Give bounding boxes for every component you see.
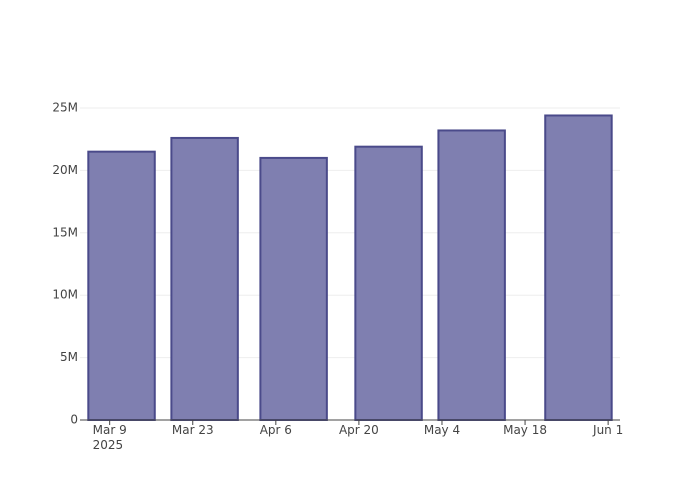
x-tick-label: May 4 — [423, 423, 461, 437]
x-tick-label: May 18 — [503, 423, 547, 437]
y-tick-label: 0 — [70, 413, 78, 427]
bar — [87, 150, 156, 421]
y-tick-label: 10M — [52, 288, 78, 302]
x-tick-label: Jun 1 — [593, 423, 624, 437]
bar — [354, 145, 423, 421]
bar — [259, 156, 328, 421]
x-tick-label: Apr 6 — [259, 423, 292, 437]
y-tick-label: 5M — [60, 350, 78, 364]
bar — [544, 114, 613, 421]
bar — [437, 129, 506, 421]
y-tick-label: 20M — [52, 163, 78, 177]
x-tick-label: Apr 20 — [338, 423, 379, 437]
x-tick-label: Mar 23 — [171, 423, 214, 437]
bar — [170, 136, 239, 422]
y-tick-label: 15M — [52, 225, 78, 239]
y-tick-label: 25M — [52, 100, 78, 114]
x-tick-label: Mar 9 2025 — [92, 423, 127, 452]
